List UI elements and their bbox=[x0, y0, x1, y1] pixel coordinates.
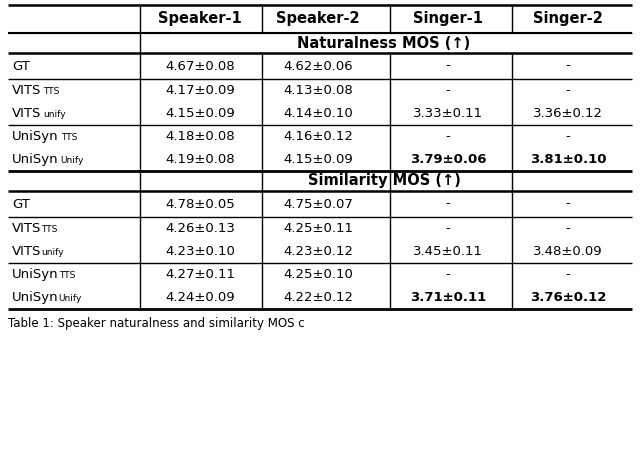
Text: 4.19±0.08: 4.19±0.08 bbox=[165, 153, 235, 166]
Text: 4.23±0.12: 4.23±0.12 bbox=[283, 245, 353, 258]
Text: unify: unify bbox=[42, 248, 64, 257]
Text: UniSyn: UniSyn bbox=[12, 153, 59, 166]
Text: UniSyn: UniSyn bbox=[12, 130, 59, 143]
Text: Similarity MOS (↑): Similarity MOS (↑) bbox=[308, 174, 460, 188]
Text: 4.13±0.08: 4.13±0.08 bbox=[283, 84, 353, 97]
Text: 4.24±0.09: 4.24±0.09 bbox=[165, 291, 235, 304]
Text: -: - bbox=[445, 268, 451, 281]
Text: 4.26±0.13: 4.26±0.13 bbox=[165, 222, 235, 235]
Text: UniSyn: UniSyn bbox=[12, 291, 59, 304]
Text: -: - bbox=[566, 197, 570, 211]
Text: TTS: TTS bbox=[61, 133, 77, 142]
Text: -: - bbox=[566, 222, 570, 235]
Text: 4.15±0.09: 4.15±0.09 bbox=[283, 153, 353, 166]
Text: GT: GT bbox=[12, 197, 30, 211]
Text: 4.25±0.10: 4.25±0.10 bbox=[283, 268, 353, 281]
Text: Table 1: Speaker naturalness and similarity MOS c: Table 1: Speaker naturalness and similar… bbox=[8, 317, 305, 329]
Text: TTS: TTS bbox=[44, 87, 60, 96]
Text: unify: unify bbox=[44, 110, 66, 119]
Text: VITS: VITS bbox=[12, 222, 42, 235]
Text: -: - bbox=[445, 197, 451, 211]
Text: 3.45±0.11: 3.45±0.11 bbox=[413, 245, 483, 258]
Text: 4.17±0.09: 4.17±0.09 bbox=[165, 84, 235, 97]
Text: VITS: VITS bbox=[12, 107, 42, 120]
Text: -: - bbox=[566, 130, 570, 143]
Text: 4.16±0.12: 4.16±0.12 bbox=[283, 130, 353, 143]
Text: 3.79±0.06: 3.79±0.06 bbox=[410, 153, 486, 166]
Text: UniSyn: UniSyn bbox=[12, 268, 59, 281]
Text: -: - bbox=[445, 130, 451, 143]
Text: -: - bbox=[445, 84, 451, 97]
Text: TTS: TTS bbox=[42, 225, 58, 234]
Text: 4.75±0.07: 4.75±0.07 bbox=[283, 197, 353, 211]
Text: 4.18±0.08: 4.18±0.08 bbox=[165, 130, 235, 143]
Text: Unify: Unify bbox=[59, 294, 82, 303]
Text: Speaker-2: Speaker-2 bbox=[276, 11, 360, 26]
Text: 4.15±0.09: 4.15±0.09 bbox=[165, 107, 235, 120]
Text: -: - bbox=[566, 59, 570, 73]
Text: 4.23±0.10: 4.23±0.10 bbox=[165, 245, 235, 258]
Text: -: - bbox=[566, 268, 570, 281]
Text: -: - bbox=[445, 59, 451, 73]
Text: VITS: VITS bbox=[12, 245, 42, 258]
Text: 4.14±0.10: 4.14±0.10 bbox=[283, 107, 353, 120]
Text: 4.22±0.12: 4.22±0.12 bbox=[283, 291, 353, 304]
Text: 3.48±0.09: 3.48±0.09 bbox=[533, 245, 603, 258]
Text: -: - bbox=[445, 222, 451, 235]
Text: 4.78±0.05: 4.78±0.05 bbox=[165, 197, 235, 211]
Text: Speaker-1: Speaker-1 bbox=[158, 11, 242, 26]
Text: 3.71±0.11: 3.71±0.11 bbox=[410, 291, 486, 304]
Text: GT: GT bbox=[12, 59, 30, 73]
Text: 4.27±0.11: 4.27±0.11 bbox=[165, 268, 235, 281]
Text: 3.76±0.12: 3.76±0.12 bbox=[530, 291, 606, 304]
Text: VITS: VITS bbox=[12, 84, 42, 97]
Text: 3.36±0.12: 3.36±0.12 bbox=[533, 107, 603, 120]
Text: -: - bbox=[566, 84, 570, 97]
Text: TTS: TTS bbox=[59, 271, 75, 280]
Text: 3.81±0.10: 3.81±0.10 bbox=[530, 153, 606, 166]
Text: 4.62±0.06: 4.62±0.06 bbox=[283, 59, 353, 73]
Text: Naturalness MOS (↑): Naturalness MOS (↑) bbox=[298, 35, 470, 51]
Text: Unify: Unify bbox=[61, 156, 84, 165]
Text: 4.25±0.11: 4.25±0.11 bbox=[283, 222, 353, 235]
Text: Singer-2: Singer-2 bbox=[533, 11, 603, 26]
Text: 4.67±0.08: 4.67±0.08 bbox=[165, 59, 235, 73]
Text: Singer-1: Singer-1 bbox=[413, 11, 483, 26]
Text: 3.33±0.11: 3.33±0.11 bbox=[413, 107, 483, 120]
